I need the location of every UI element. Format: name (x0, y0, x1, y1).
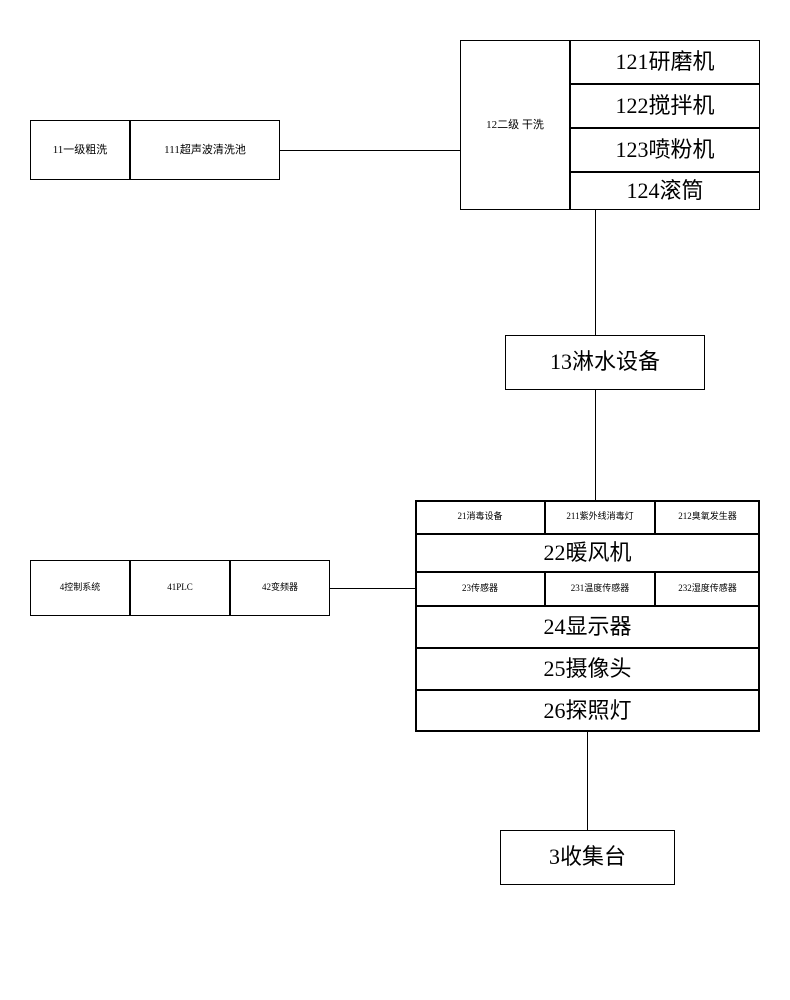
connector-line (595, 210, 596, 335)
diagram-box: 11一级粗洗 (30, 120, 130, 180)
diagram-box: 111超声波清洗池 (130, 120, 280, 180)
diagram-box: 4控制系统 (30, 560, 130, 616)
diagram-box (415, 500, 760, 732)
connector-line (330, 588, 415, 589)
diagram-box: 13淋水设备 (505, 335, 705, 390)
diagram-box: 123喷粉机 (570, 128, 760, 172)
diagram-box: 121研磨机 (570, 40, 760, 84)
diagram-box: 41PLC (130, 560, 230, 616)
diagram-box: 12二级 干洗 (460, 40, 570, 210)
diagram-box: 122搅拌机 (570, 84, 760, 128)
connector-line (280, 150, 460, 151)
diagram-box: 3收集台 (500, 830, 675, 885)
diagram-box: 124滚筒 (570, 172, 760, 210)
connector-line (587, 732, 588, 830)
diagram-box: 42变频器 (230, 560, 330, 616)
connector-line (595, 390, 596, 500)
